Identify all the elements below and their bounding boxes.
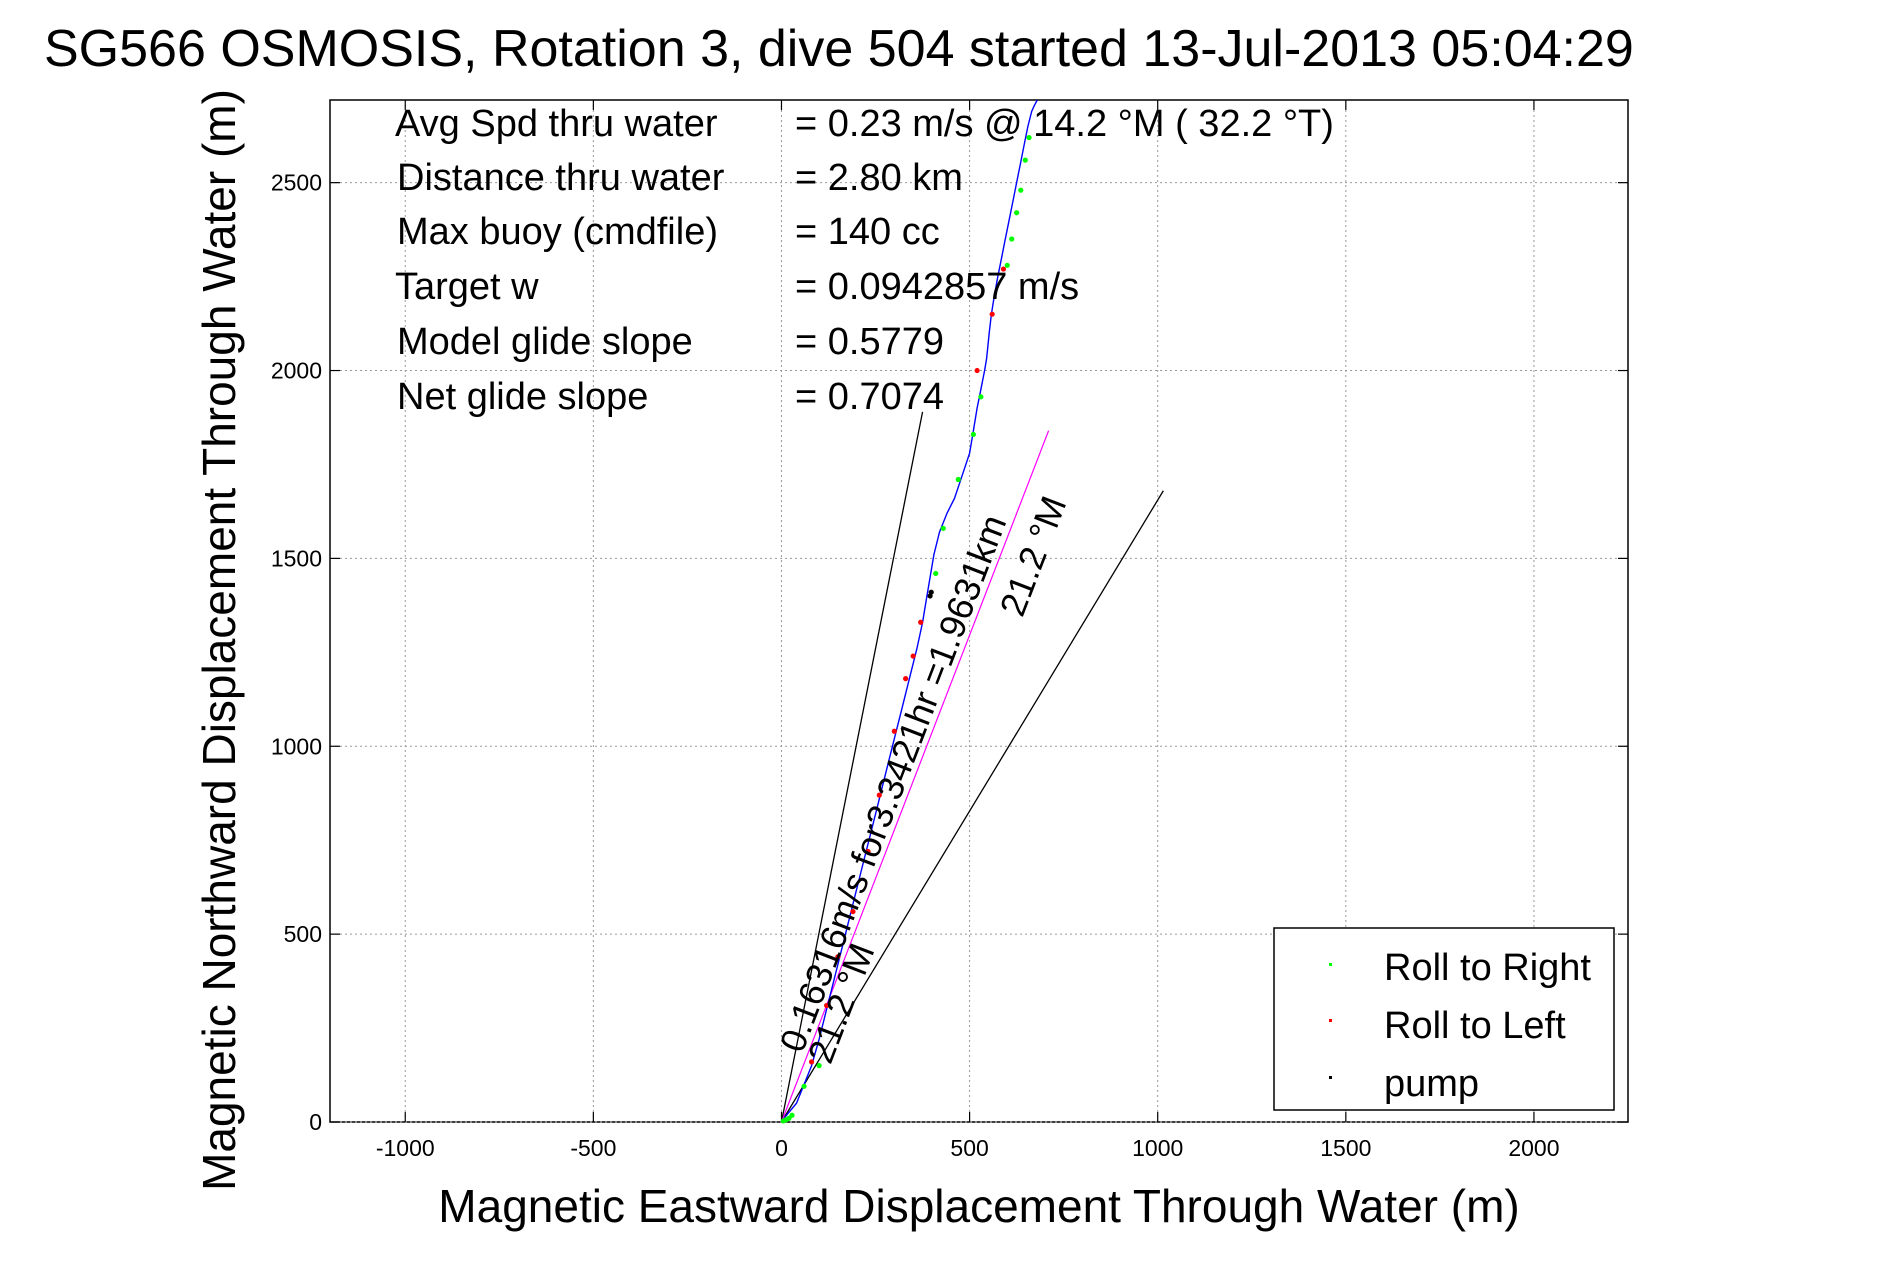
dive-info-block: Avg Spd thru water = 0.23 m/s @ 14.2 °M …	[395, 103, 1334, 418]
legend: Roll to Right Roll to Left pump	[1273, 927, 1615, 1111]
info-label-net-glide: Net glide slope	[397, 376, 648, 418]
roll-to-right-point	[1018, 187, 1024, 193]
roll-to-left-point	[850, 908, 856, 915]
info-label-avg-speed: Avg Spd thru water	[395, 103, 718, 145]
roll-to-right-point	[933, 570, 939, 577]
axis-ticks: -1000 -500 0 500 1000 1500 2000 0 500 1000 1500 200…	[271, 100, 1628, 1161]
info-value-max-buoy: = 140 cc	[795, 211, 940, 253]
roll-to-left-point	[865, 848, 871, 855]
roll-to-left-point	[891, 728, 897, 734]
y-tick-label: 1000	[271, 733, 322, 759]
envelope-line	[780, 411, 924, 1123]
chart-title: SG566 OSMOSIS, Rotation 3, dive 504 star…	[44, 20, 1634, 78]
x-axis-label: Magnetic Eastward Displacement Through W…	[438, 1180, 1519, 1232]
roll-to-left-point	[918, 619, 924, 625]
info-value-target-w: = 0.0942857 m/s	[795, 266, 1079, 308]
grid-lines	[330, 100, 1628, 1123]
x-tick-label: 2000	[1508, 1135, 1559, 1161]
info-value-net-glide: = 0.7074	[795, 376, 944, 418]
roll-to-left-point	[910, 653, 916, 659]
info-label-model-glide: Model glide slope	[397, 321, 693, 363]
x-tick-label: 0	[775, 1135, 788, 1161]
y-tick-label: 2500	[271, 170, 322, 196]
info-label-max-buoy: Max buoy (cmdfile)	[397, 211, 718, 253]
glider-track	[780, 99, 1038, 1123]
x-tick-label: 500	[950, 1135, 988, 1161]
roll-to-right-point	[816, 1063, 822, 1069]
track-line	[780, 99, 1038, 1123]
y-tick-label: 1500	[271, 545, 322, 571]
roll-to-right-point	[978, 394, 984, 400]
legend-label-pump: pump	[1384, 1063, 1479, 1105]
roll-to-left-point	[1000, 266, 1007, 272]
roll-to-left-point	[903, 676, 909, 682]
roll-to-right-point	[1014, 210, 1020, 216]
envelope-line	[780, 490, 1164, 1123]
roll-to-right-point	[970, 431, 976, 438]
roll-to-right-point	[1022, 157, 1028, 163]
roll-points	[780, 134, 1032, 1124]
y-tick-label: 2000	[271, 358, 322, 384]
roll-to-left-point	[876, 792, 882, 798]
x-tick-label: -500	[570, 1135, 616, 1161]
roll-to-right-point	[1004, 262, 1010, 268]
y-axis-label: Magnetic Northward Displacement Through …	[193, 89, 245, 1191]
roll-to-right-point	[955, 476, 961, 483]
roll-to-right-point	[1026, 134, 1032, 141]
roll-to-left-point	[824, 1002, 830, 1009]
roll-to-right-point	[1009, 236, 1015, 242]
info-value-distance: = 2.80 km	[795, 157, 963, 199]
y-tick-label: 0	[309, 1109, 322, 1135]
roll-to-right-point	[940, 525, 946, 531]
legend-label-roll-right: Roll to Right	[1384, 947, 1591, 989]
envelope-lines	[780, 411, 1164, 1123]
roll-to-right-point	[789, 1112, 795, 1118]
info-value-avg-speed: = 0.23 m/s @ 14.2 °M ( 32.2 °T)	[795, 103, 1334, 145]
legend-label-roll-left: Roll to Left	[1384, 1005, 1566, 1047]
info-value-model-glide: = 0.5779	[795, 321, 944, 363]
info-label-target-w: Target w	[395, 266, 539, 308]
roll-to-right-point	[801, 1083, 807, 1089]
x-tick-label: 1000	[1132, 1135, 1183, 1161]
x-tick-label: -1000	[376, 1135, 435, 1161]
roll-to-left-point	[835, 954, 841, 960]
legend-marker-roll-left	[1329, 1019, 1332, 1022]
roll-to-left-point	[989, 311, 995, 317]
roll-to-left-point	[974, 367, 980, 374]
roll-to-left-point	[808, 1059, 815, 1065]
legend-marker-roll-right	[1329, 963, 1332, 966]
legend-marker-pump	[1329, 1076, 1332, 1079]
y-tick-label: 500	[284, 921, 322, 947]
pump-point	[928, 589, 934, 595]
x-tick-label: 1500	[1320, 1135, 1371, 1161]
info-label-distance: Distance thru water	[397, 157, 725, 199]
